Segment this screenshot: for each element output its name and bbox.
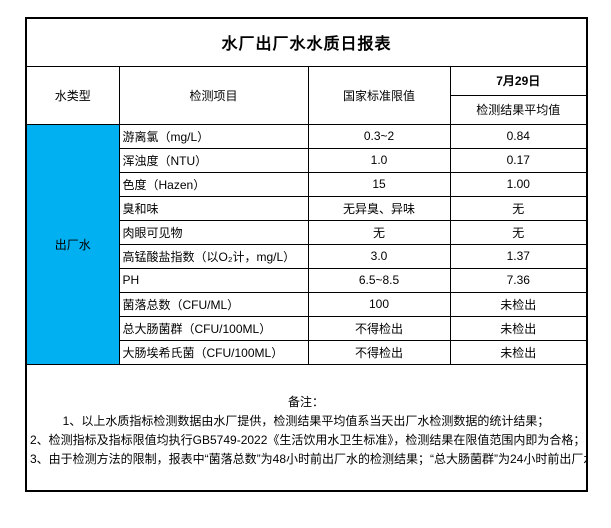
row-item: 总大肠菌群（CFU/100ML）	[118, 315, 309, 341]
page-title: 水厂出厂水水质日报表	[25, 17, 588, 67]
table-row: 出厂水 游离氯（mg/L） 0.3~2 0.84	[25, 123, 588, 365]
note-item: 1、以上水质指标检测数据由水厂提供，检测结果平均值系当天出厂水检测数据的统计结果…	[62, 413, 550, 428]
row-limit: 不得检出	[307, 315, 451, 341]
table-row: 臭和味 无异臭、异味 无	[26, 195, 588, 221]
notes-section: 备注： 1、以上水质指标检测数据由水厂提供，检测结果平均值系当天出厂水检测数据的…	[25, 363, 588, 492]
row-result: 1.00	[449, 171, 588, 197]
header-result-avg: 检测结果平均值	[449, 94, 588, 125]
note-item: 3、由于检测方法的限制，报表中“菌落总数”为48小时前出厂水的检测结果；“总大肠…	[30, 451, 588, 466]
row-result: 未检出	[449, 315, 588, 341]
notes-label: 备注：	[288, 394, 325, 409]
row-limit: 不得检出	[307, 339, 451, 365]
table-row: 大肠埃希氏菌（CFU/100ML） 不得检出 未检出	[26, 339, 588, 365]
row-limit: 15	[307, 171, 451, 197]
note-item: 2、检测指标及指标限值均执行GB5749-2022《生活饮用水卫生标准》，检测结…	[30, 432, 586, 447]
table-row: 色度（Hazen） 15 1.00	[26, 171, 588, 197]
row-limit: 0.3~2	[307, 123, 451, 149]
row-result: 0.84	[449, 123, 588, 149]
row-item: 浑浊度（NTU）	[118, 147, 309, 173]
header-date: 7月29日	[449, 65, 588, 96]
row-limit: 100	[307, 291, 451, 317]
table-row: 高锰酸盐指数（以O₂计，mg/L） 3.0 1.37	[26, 243, 588, 269]
row-item: 游离氯（mg/L）	[118, 123, 309, 149]
table-row: PH 6.5~8.5 7.36	[26, 267, 588, 293]
row-limit: 1.0	[307, 147, 451, 173]
row-result: 未检出	[449, 339, 588, 365]
table-row: 菌落总数（CFU/ML） 100 未检出	[26, 291, 588, 317]
row-result: 7.36	[449, 267, 588, 293]
water-quality-report-table: 水厂出厂水水质日报表 水类型 检测项目 国家标准限值 7月29日 检测结果平均值…	[25, 17, 589, 492]
header-test-item: 检测项目	[118, 65, 309, 125]
row-item: 色度（Hazen）	[118, 171, 309, 197]
row-result: 无	[449, 195, 588, 221]
row-result: 未检出	[449, 291, 588, 317]
row-limit: 3.0	[307, 243, 451, 269]
row-limit: 6.5~8.5	[307, 267, 451, 293]
table-row: 总大肠菌群（CFU/100ML） 不得检出 未检出	[26, 315, 588, 341]
row-item: 大肠埃希氏菌（CFU/100ML）	[118, 339, 309, 365]
row-item: 肉眼可见物	[118, 219, 309, 245]
row-result: 1.37	[449, 243, 588, 269]
row-item: 臭和味	[118, 195, 309, 221]
row-result: 无	[449, 219, 588, 245]
row-item: 高锰酸盐指数（以O₂计，mg/L）	[118, 243, 309, 269]
row-item: 菌落总数（CFU/ML）	[118, 291, 309, 317]
water-type-cell: 出厂水	[25, 123, 120, 365]
header-national-limit: 国家标准限值	[307, 65, 451, 125]
row-limit: 无	[307, 219, 451, 245]
row-limit: 无异臭、异味	[307, 195, 451, 221]
table-row: 肉眼可见物 无 无	[26, 219, 588, 245]
table-row: 浑浊度（NTU） 1.0 0.17	[26, 147, 588, 173]
header-water-type: 水类型	[25, 65, 120, 125]
row-result: 0.17	[449, 147, 588, 173]
row-item: PH	[118, 267, 309, 293]
